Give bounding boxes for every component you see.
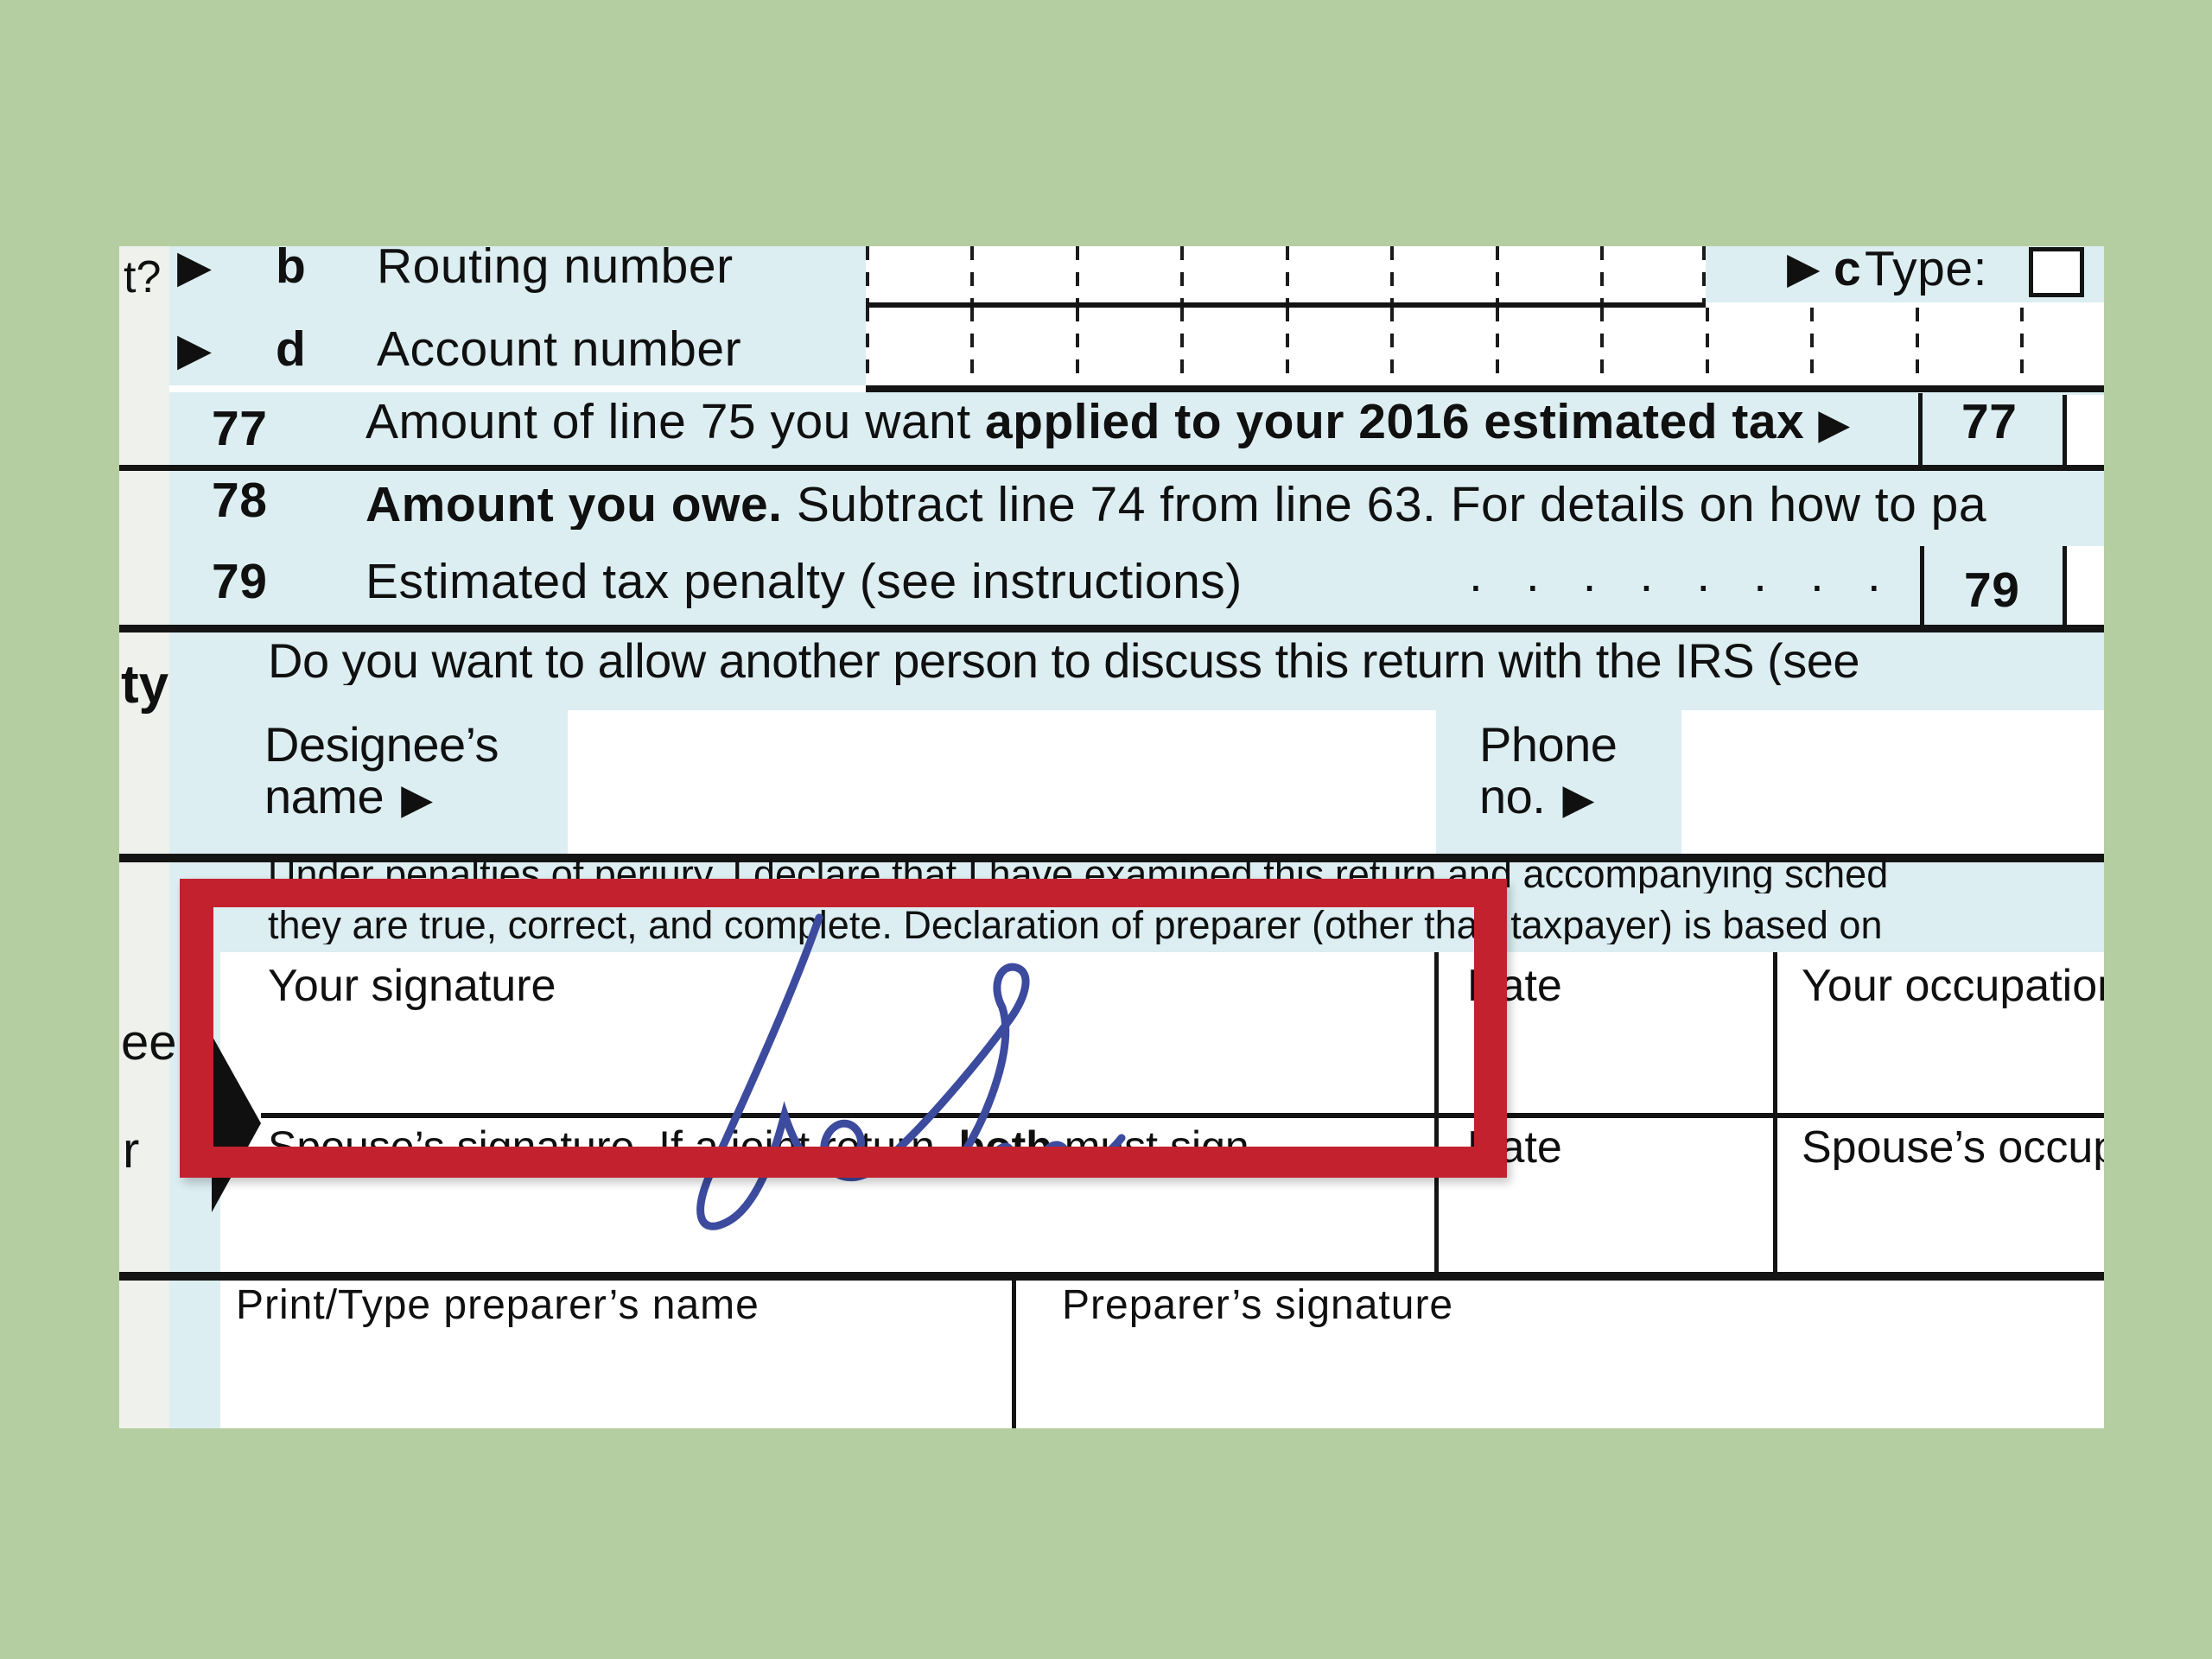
line-c-letter: c — [1834, 246, 1862, 296]
line-b-label: Routing number — [377, 246, 734, 294]
sign-section-bottom-rule — [119, 1272, 2104, 1281]
line-b-letter: b — [276, 246, 307, 294]
phone-label-line1: Phone — [1479, 717, 1618, 772]
routing-cell-divider — [866, 246, 869, 302]
account-type-checkbox[interactable] — [2029, 247, 2084, 297]
designee-label-line2: name ▶ — [264, 769, 433, 823]
lines-77-79-panel — [169, 392, 2104, 625]
account-cell-divider — [1916, 308, 1919, 385]
account-cell-divider — [2020, 308, 2024, 385]
account-cell-divider — [1390, 308, 1394, 385]
routing-cell-divider — [970, 246, 974, 302]
arrow-icon: ▶ — [177, 246, 212, 293]
form-1040-crop: t? ▶ b Routing number ▶ d Account number… — [119, 246, 2104, 1428]
line-79-amount-cell[interactable] — [2067, 546, 2104, 625]
line-77-box-number: 77 — [1961, 394, 2018, 449]
line-c-label: Type: — [1865, 246, 1987, 296]
account-cell-divider — [1286, 308, 1289, 385]
line-77-col-divider — [1918, 393, 1923, 467]
line-77-bottom-rule — [119, 465, 2104, 471]
line-79-number: 79 — [212, 554, 268, 609]
routing-cell-divider — [1702, 246, 1706, 302]
spouse-occupation-label: Spouse’s occupation — [1802, 1125, 2104, 1170]
third-party-bottom-rule — [119, 854, 2104, 862]
routing-cell-divider — [1390, 246, 1394, 302]
jurat-panel — [169, 862, 2104, 952]
account-cell-divider — [1600, 308, 1604, 385]
line-78-text-bold: Amount you owe. — [365, 480, 783, 530]
highlight-rectangle — [180, 879, 1507, 1178]
sidebar-fragment-records: r — [123, 1122, 140, 1179]
account-bottom-line — [866, 385, 2104, 392]
routing-cell-divider — [1600, 246, 1604, 302]
phone-label-line2: no. ▶ — [1479, 769, 1594, 823]
sidebar-fragment-third-party: ty — [121, 655, 169, 715]
sidebar-fragment-see: ee — [121, 1014, 177, 1071]
designee-name-field[interactable] — [568, 710, 1436, 854]
line-77-amount-cell[interactable] — [2067, 395, 2104, 465]
account-cell-divider — [970, 308, 974, 385]
preparer-name-label: Print/Type preparer’s name — [236, 1282, 760, 1328]
line-79-box-number: 79 — [1964, 563, 2020, 618]
line-77-amount-divider — [2063, 395, 2067, 465]
arrow-icon: ▶ — [1562, 775, 1594, 823]
line-79-text: Estimated tax penalty (see instructions) — [365, 554, 1243, 609]
arrow-icon: ▶ — [177, 324, 212, 376]
form-left-margin — [119, 246, 169, 1428]
account-cell-divider — [1496, 308, 1499, 385]
designee-label-line1: Designee’s — [264, 717, 499, 772]
dot-leaders: ........ — [1469, 547, 1924, 602]
arrow-icon: ▶ — [401, 775, 433, 823]
line-77-text: Amount of line 75 you want applied to yo… — [365, 394, 1851, 449]
routing-cell-divider — [1076, 246, 1079, 302]
your-occupation-label: Your occupation — [1802, 963, 2104, 1008]
line-79-col-divider — [1920, 546, 1924, 625]
account-cell-divider — [1706, 308, 1709, 385]
line-78-number: 78 — [212, 473, 268, 528]
phone-number-field[interactable] — [1681, 710, 2104, 854]
arrow-icon: ▶ — [1818, 400, 1851, 448]
line-77-text-bold: applied to your 2016 estimated tax — [984, 394, 1805, 449]
routing-cell-divider — [1286, 246, 1289, 302]
account-cell-divider — [866, 308, 869, 385]
arrow-icon: ▶ — [1787, 246, 1821, 293]
line-78-text: Amount you owe. Subtract line 74 from li… — [365, 480, 2104, 530]
line-79-amount-divider — [2063, 546, 2067, 625]
third-party-question: Do you want to allow another person to d… — [268, 637, 1860, 685]
sidebar-fragment-deposit: t? — [124, 252, 162, 302]
line-d-label: Account number — [377, 321, 742, 377]
account-cell-divider — [1180, 308, 1184, 385]
routing-bottom-line — [866, 302, 1706, 308]
line-79-bottom-rule — [119, 625, 2104, 632]
routing-cell-divider — [1180, 246, 1184, 302]
account-row-panel — [169, 302, 866, 385]
line-d-letter: d — [276, 321, 307, 377]
signature-row-divider — [261, 1113, 2104, 1118]
line-77-number: 77 — [212, 401, 268, 456]
account-cell-divider — [1076, 308, 1079, 385]
preparer-signature-label: Preparer’s signature — [1062, 1282, 1454, 1328]
your-signature-label: Your signature — [268, 961, 556, 1011]
account-cell-divider — [1810, 308, 1814, 385]
routing-cell-divider — [1496, 246, 1499, 302]
account-number-field[interactable] — [866, 308, 2104, 385]
preparer-column-divider — [1012, 1281, 1016, 1428]
